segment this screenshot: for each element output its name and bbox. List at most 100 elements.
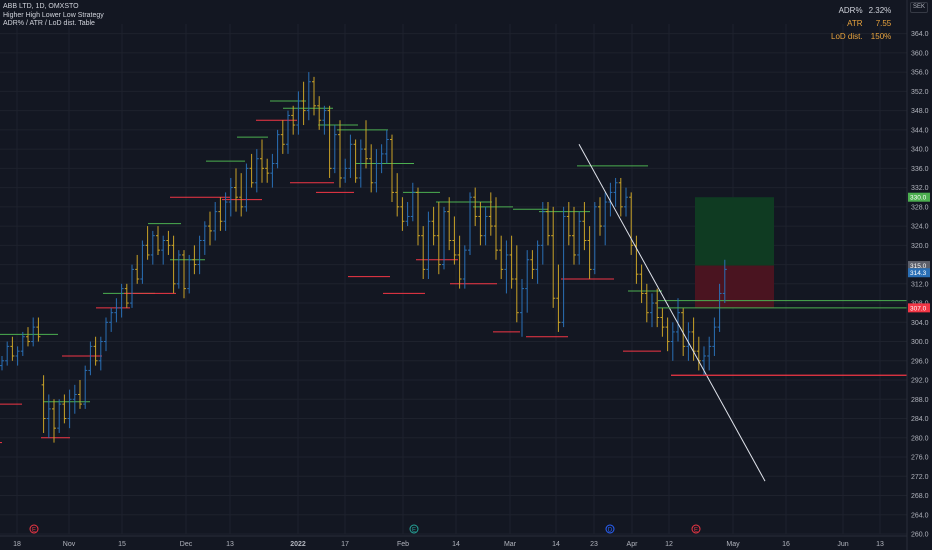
ohlc-bar xyxy=(499,235,504,279)
position-zones xyxy=(695,197,774,308)
ohlc-bar xyxy=(218,197,223,231)
price-tick-label: 320.0 xyxy=(911,243,929,250)
ohlc-bar xyxy=(254,149,259,193)
ohlc-bar xyxy=(20,331,25,356)
time-tick-label: 18 xyxy=(13,541,21,548)
price-tick-label: 260.0 xyxy=(911,532,929,539)
ohlc-bar xyxy=(109,307,114,332)
ohlc-bar xyxy=(457,235,462,289)
ohlc-bar xyxy=(15,346,20,366)
symbol-title[interactable]: ABB LTD, 1D, OMXSTO xyxy=(3,3,79,10)
chart-legend: ABB LTD, 1D, OMXSTO Higher High Lower Lo… xyxy=(3,3,104,29)
marker-label: E xyxy=(32,528,36,534)
earnings-marker-icon[interactable]: E xyxy=(409,524,419,534)
ohlc-bar xyxy=(670,322,675,361)
ohlc-bar xyxy=(655,288,660,328)
ohlc-bar xyxy=(556,264,561,332)
ohlc-bar xyxy=(395,173,400,217)
ohlc-bar xyxy=(624,187,628,217)
stop-zone xyxy=(695,265,774,308)
ohlc-bar xyxy=(494,197,498,260)
price-tick-label: 344.0 xyxy=(911,127,929,134)
ohlc-bar xyxy=(540,202,545,265)
hhll-levels xyxy=(0,100,907,444)
price-label: 314.3 xyxy=(908,268,930,278)
ohlc-bar xyxy=(592,202,597,275)
ohlc-bar xyxy=(52,399,56,443)
ohlc-bar xyxy=(462,245,467,289)
ohlc-bar xyxy=(379,144,384,174)
price-label-text: 315.0 xyxy=(910,263,927,270)
price-label: 330.0 xyxy=(908,192,930,202)
price-tick-label: 332.0 xyxy=(911,185,929,192)
price-tick-label: 268.0 xyxy=(911,493,929,500)
ohlc-bar xyxy=(0,355,4,371)
strategy-name[interactable]: Higher High Lower Low Strategy xyxy=(3,11,104,19)
ohlc-bar xyxy=(587,226,592,279)
price-tick-label: 288.0 xyxy=(911,397,929,404)
ohlc-bar xyxy=(551,206,556,308)
ohlc-bar xyxy=(239,173,244,217)
dividend-marker-icon[interactable]: D xyxy=(605,524,615,534)
time-tick-label: 14 xyxy=(552,541,560,548)
ohlc-bar xyxy=(390,134,394,203)
ohlc-bar xyxy=(660,307,665,337)
currency-badge[interactable]: SEK xyxy=(910,2,928,13)
ohlc-bar xyxy=(83,365,88,409)
ohlc-bar xyxy=(582,202,587,251)
ohlc-bar xyxy=(426,211,431,279)
ohlc-bar xyxy=(712,317,717,356)
ohlc-bar xyxy=(317,96,322,130)
ohlc-bar xyxy=(234,168,238,212)
ohlc-bar xyxy=(369,144,374,193)
ohlc-bar xyxy=(598,197,602,236)
ohlc-bar xyxy=(514,245,519,323)
ohlc-bar xyxy=(442,206,446,270)
stat-value: 150% xyxy=(870,32,892,41)
time-tick-label: May xyxy=(726,541,740,548)
price-tick-label: 276.0 xyxy=(911,455,929,462)
ohlc-bar xyxy=(140,240,145,284)
time-tick-label: Nov xyxy=(63,541,76,548)
price-tick-label: 296.0 xyxy=(911,358,929,365)
time-tick-label: 13 xyxy=(876,541,884,548)
earnings-marker-icon[interactable]: E xyxy=(29,524,39,534)
table-indicator-name[interactable]: ADR% / ATR / LoD dist. Table xyxy=(3,20,95,27)
price-label-box xyxy=(908,268,930,278)
ohlc-bar xyxy=(488,192,493,236)
time-axis[interactable]: 18 Nov 15 Dec 13 2022 17 Feb 14 Mar 14 23 Apr 12 May 16… xyxy=(0,535,907,548)
price-tick-label: 356.0 xyxy=(911,70,929,77)
ohlc-bar xyxy=(161,235,166,265)
price-axis[interactable]: 260.0 264.0 268.0 272.0 276.0 280.0 284.0 288.0… xyxy=(906,0,930,550)
ohlc-bar xyxy=(88,341,93,376)
ohlc-bar xyxy=(447,197,452,251)
ohlc-bar xyxy=(691,317,696,361)
ohlc-bar xyxy=(46,394,51,438)
price-tick-label: 292.0 xyxy=(911,378,929,385)
ohlc-bar xyxy=(176,250,181,289)
ohlc-bar xyxy=(223,192,228,231)
ohlc-bar xyxy=(202,221,207,255)
drawn-lines xyxy=(578,144,907,482)
ohlc-bar xyxy=(192,245,197,275)
price-tick-label: 304.0 xyxy=(911,320,929,327)
ohlc-bar xyxy=(509,235,514,289)
ohlc-bar xyxy=(156,226,160,255)
ohlc-bar xyxy=(275,129,280,169)
ohlc-bar xyxy=(36,317,41,342)
ohlc-bar xyxy=(187,254,192,294)
ohlc-bar xyxy=(57,399,62,433)
ohlc-bar xyxy=(535,240,540,284)
ohlc-bar xyxy=(322,105,327,135)
price-tick-label: 336.0 xyxy=(911,166,929,173)
time-tick-label: 23 xyxy=(590,541,598,548)
ohlc-bar xyxy=(72,384,77,414)
earnings-marker-icon[interactable]: E xyxy=(691,524,701,534)
ohlc-bar xyxy=(530,250,535,279)
time-tick-label: Mar xyxy=(504,541,517,548)
price-tick-label: 364.0 xyxy=(911,31,929,38)
ohlc-bar xyxy=(681,307,686,356)
ohlc-bar xyxy=(150,230,155,265)
